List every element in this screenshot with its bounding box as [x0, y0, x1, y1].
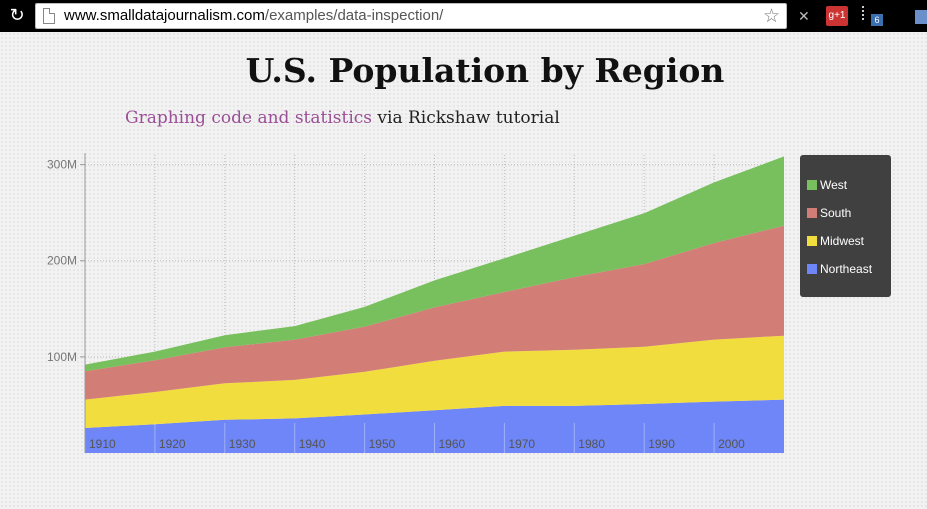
- legend-item-south[interactable]: South: [800, 205, 891, 233]
- y-tick-label: 100M: [47, 350, 77, 364]
- legend-item-midwest[interactable]: Midwest: [800, 233, 891, 261]
- legend-label: Midwest: [820, 234, 865, 248]
- subtitle-text: via Rickshaw tutorial: [372, 108, 560, 128]
- address-url[interactable]: www.smalldatajournalism.com/examples/dat…: [64, 7, 443, 25]
- extension-badge-icon[interactable]: 6: [862, 6, 884, 26]
- url-path: /examples/data-inspection/: [264, 7, 444, 24]
- x-tick-label: 1980: [578, 437, 605, 451]
- y-tick-label: 200M: [47, 254, 77, 268]
- y-tick-label: 300M: [47, 158, 77, 172]
- extension-mail-icon[interactable]: [915, 10, 927, 24]
- legend-swatch: [807, 180, 817, 190]
- url-host: www.smalldatajournalism.com: [64, 7, 265, 24]
- area-northeast[interactable]: [85, 399, 784, 453]
- extension-dots: [862, 6, 870, 20]
- legend-label: South: [820, 206, 852, 220]
- x-tick-label: 1930: [229, 437, 256, 451]
- area-west[interactable]: [85, 156, 784, 372]
- statistics-link[interactable]: Graphing code and statistics: [125, 108, 373, 128]
- x-tick-label: 1970: [508, 437, 535, 451]
- page-content: U.S. Population by Region Graphing code …: [0, 32, 927, 509]
- extension-badge-count: 6: [871, 14, 883, 26]
- area-midwest[interactable]: [85, 335, 784, 428]
- x-tick-label: 1910: [89, 437, 116, 451]
- area-south[interactable]: [85, 225, 784, 400]
- google-plus-one-icon[interactable]: g+1: [826, 6, 848, 26]
- x-tick-label: 1920: [159, 437, 186, 451]
- legend-swatch: [807, 236, 817, 246]
- legend-swatch: [807, 264, 817, 274]
- chart-legend: West South Midwest Northeast: [800, 155, 891, 297]
- legend-swatch: [807, 208, 817, 218]
- legend-item-west[interactable]: West: [800, 177, 891, 205]
- page-title: U.S. Population by Region: [245, 51, 725, 90]
- page-icon: [43, 8, 55, 24]
- x-tick-label: 2000: [718, 437, 745, 451]
- legend-label: Northeast: [820, 262, 873, 276]
- bookmark-star-icon[interactable]: ☆: [762, 5, 780, 27]
- browser-toolbar: ↻ www.smalldatajournalism.com/examples/d…: [0, 0, 927, 32]
- reload-icon[interactable]: ↻: [9, 5, 25, 26]
- address-bar[interactable]: www.smalldatajournalism.com/examples/dat…: [35, 3, 787, 29]
- legend-item-northeast[interactable]: Northeast: [800, 261, 891, 289]
- x-tick-label: 1990: [648, 437, 675, 451]
- extension-icon[interactable]: ✕: [798, 8, 810, 24]
- x-tick-label: 1940: [299, 437, 326, 451]
- x-tick-label: 1950: [369, 437, 396, 451]
- x-tick-label: 1960: [439, 437, 466, 451]
- page-subtitle: Graphing code and statistics via Ricksha…: [125, 106, 560, 130]
- legend-label: West: [820, 178, 848, 192]
- population-area-chart: 100M 200M 300M 1910 1920 1930 1940 1950 1960 1970…: [47, 153, 784, 453]
